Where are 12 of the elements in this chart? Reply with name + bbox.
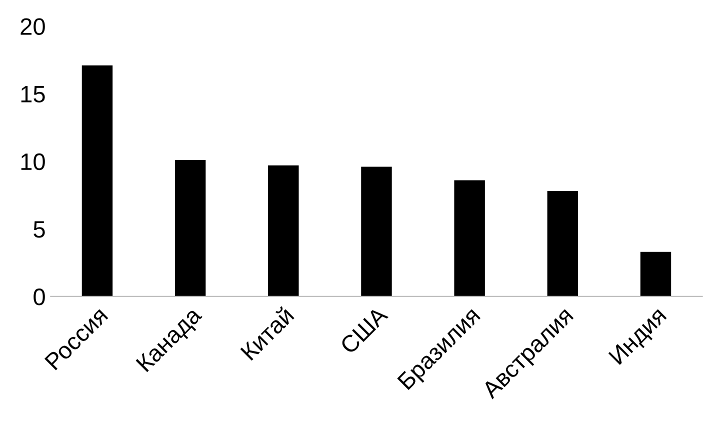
- bar: [640, 252, 672, 296]
- bar: [361, 166, 392, 296]
- bar: [268, 165, 299, 296]
- bar: [174, 160, 206, 296]
- y-tick-label: 0: [34, 288, 45, 306]
- y-tick-label: 15: [21, 86, 45, 103]
- bar: [454, 180, 485, 296]
- bar: [547, 191, 578, 296]
- y-tick-label: 5: [34, 221, 45, 238]
- bar: [82, 65, 113, 296]
- y-tick-label: 20: [20, 18, 45, 35]
- y-tick-label: 10: [21, 153, 45, 170]
